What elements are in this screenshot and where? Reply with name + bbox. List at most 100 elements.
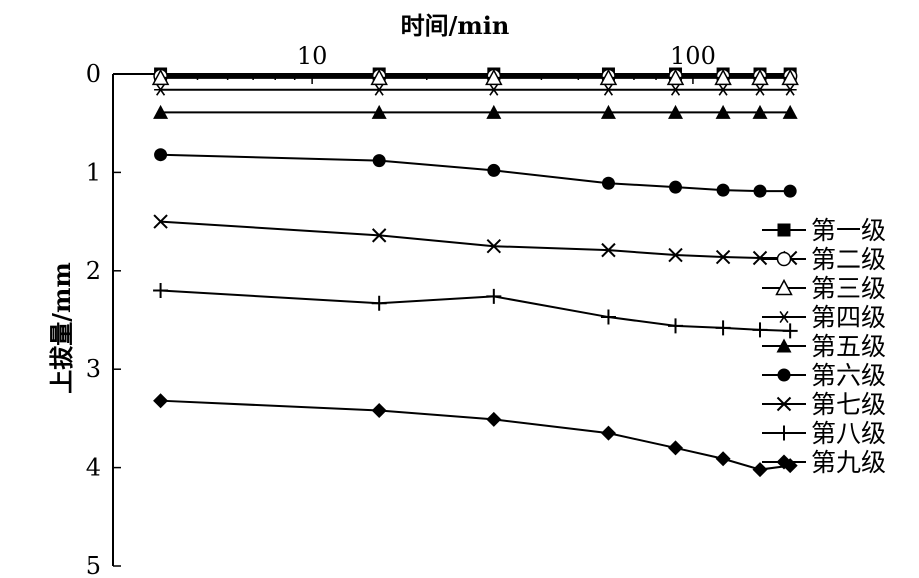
data-point bbox=[753, 184, 767, 198]
data-point bbox=[371, 403, 387, 419]
legend-marker bbox=[777, 223, 791, 237]
y-tick-label: 3 bbox=[86, 355, 101, 383]
y-axis-title-group: 上拔量/mm bbox=[47, 262, 76, 394]
series-9 bbox=[153, 393, 798, 478]
legend-marker bbox=[776, 338, 792, 353]
legend-marker bbox=[776, 425, 792, 441]
y-tick-label: 1 bbox=[86, 158, 101, 186]
data-point bbox=[716, 83, 730, 96]
legend-marker bbox=[776, 454, 792, 470]
data-point bbox=[669, 83, 683, 96]
legend-label: 第四级 bbox=[811, 303, 886, 332]
data-point bbox=[752, 250, 768, 266]
data-point bbox=[485, 68, 503, 86]
data-point bbox=[487, 163, 501, 177]
legend-label: 第七级 bbox=[811, 390, 886, 419]
legend-label: 第三级 bbox=[811, 274, 886, 303]
data-point bbox=[714, 68, 732, 86]
data-point bbox=[668, 104, 684, 119]
data-point bbox=[372, 154, 386, 168]
legend-label: 第九级 bbox=[811, 448, 886, 477]
legend-label: 第五级 bbox=[811, 332, 886, 361]
data-point bbox=[371, 104, 387, 119]
data-point bbox=[668, 440, 684, 456]
data-point bbox=[486, 238, 502, 254]
data-point bbox=[486, 411, 502, 427]
series-8 bbox=[153, 282, 798, 339]
series-line bbox=[160, 220, 791, 260]
data-point bbox=[487, 83, 501, 96]
data-point bbox=[783, 83, 797, 96]
data-point bbox=[153, 104, 169, 119]
data-point bbox=[601, 176, 615, 190]
data-point bbox=[669, 180, 683, 194]
data-point bbox=[154, 148, 168, 162]
series-2 bbox=[153, 68, 798, 84]
y-tick-label: 2 bbox=[86, 257, 101, 285]
y-axis-title: 上拔量/mm bbox=[47, 262, 76, 394]
series-4 bbox=[154, 83, 797, 96]
legend-label: 第一级 bbox=[811, 216, 886, 245]
data-point bbox=[753, 83, 767, 96]
legend-item: 第四级 bbox=[762, 303, 886, 332]
legend-item: 第一级 bbox=[762, 216, 886, 245]
series-line bbox=[160, 289, 791, 332]
data-point bbox=[715, 320, 731, 336]
legend-label: 第八级 bbox=[811, 419, 886, 448]
series-7 bbox=[153, 214, 798, 266]
data-point bbox=[370, 68, 388, 86]
y-tick-label: 5 bbox=[86, 552, 101, 578]
legend-item: 第六级 bbox=[762, 361, 886, 390]
legend-item: 第三级 bbox=[762, 274, 886, 303]
legend-marker bbox=[775, 278, 793, 296]
data-point bbox=[600, 309, 616, 325]
data-point bbox=[752, 104, 768, 119]
data-point bbox=[600, 425, 616, 441]
x-tick-label: 100 bbox=[670, 42, 716, 70]
data-point bbox=[486, 288, 502, 304]
data-point bbox=[715, 451, 731, 467]
data-point bbox=[601, 242, 616, 258]
data-point bbox=[601, 83, 615, 96]
data-point bbox=[600, 104, 616, 119]
data-point bbox=[782, 104, 798, 119]
series-3 bbox=[151, 68, 799, 86]
data-point bbox=[153, 393, 169, 409]
series-line bbox=[160, 153, 791, 193]
legend-marker bbox=[776, 251, 792, 267]
series-6 bbox=[154, 148, 797, 198]
data-point bbox=[371, 228, 387, 243]
data-point bbox=[751, 68, 769, 86]
legend-label: 第六级 bbox=[811, 361, 886, 390]
y-tick-label: 0 bbox=[86, 60, 101, 88]
data-point bbox=[782, 323, 798, 339]
legend-item: 第八级 bbox=[762, 419, 886, 448]
legend-marker bbox=[777, 311, 791, 323]
x-tick-label: 10 bbox=[297, 42, 328, 70]
legend-label: 第二级 bbox=[811, 245, 886, 274]
legend-marker bbox=[777, 368, 791, 382]
legend-item: 第七级 bbox=[762, 390, 886, 419]
y-tick-label: 4 bbox=[86, 454, 101, 482]
legend-item: 第九级 bbox=[762, 448, 886, 477]
data-point bbox=[599, 68, 618, 86]
data-point bbox=[668, 247, 683, 263]
legend-item: 第二级 bbox=[762, 245, 886, 274]
data-point bbox=[153, 214, 168, 229]
legend-item: 第五级 bbox=[762, 332, 886, 361]
axes: 10 100 0 1 2 3 4 5 bbox=[86, 42, 760, 578]
x-axis-title: 时间/min bbox=[401, 11, 510, 40]
data-point bbox=[153, 282, 169, 298]
data-point bbox=[715, 249, 731, 265]
data-point bbox=[666, 68, 685, 86]
series-line bbox=[160, 399, 791, 471]
data-point bbox=[752, 322, 768, 338]
data-point bbox=[752, 462, 768, 478]
data-point bbox=[716, 183, 730, 197]
data-point bbox=[668, 318, 684, 334]
data-point bbox=[151, 68, 170, 86]
data-point bbox=[781, 68, 799, 86]
data-point bbox=[783, 184, 797, 198]
